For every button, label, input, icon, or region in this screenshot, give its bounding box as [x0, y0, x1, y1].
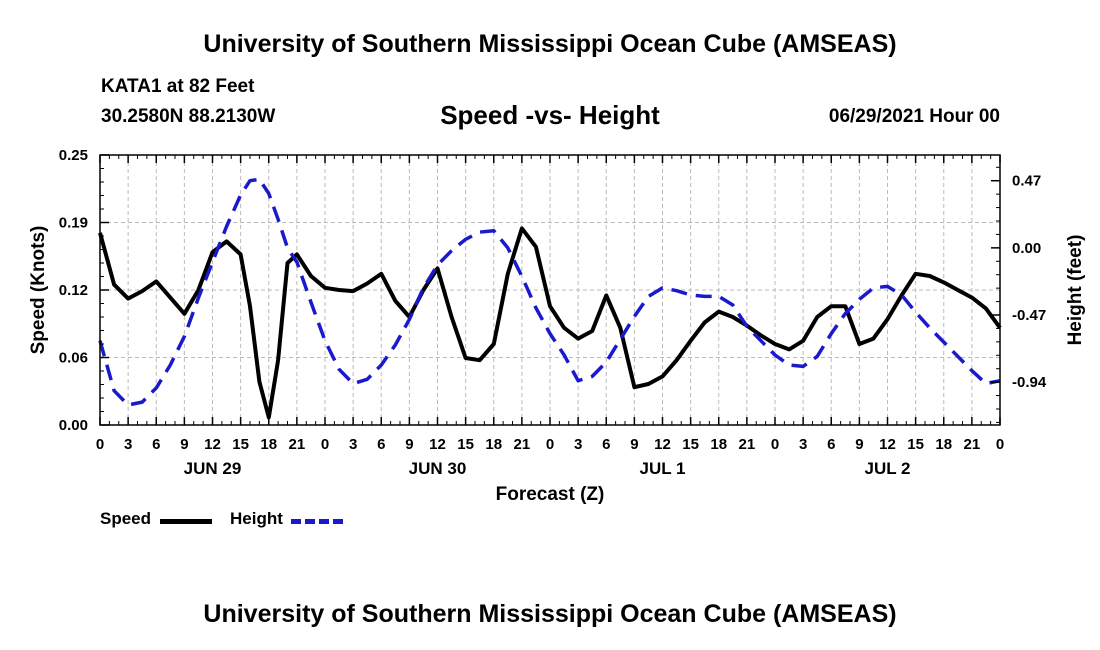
x-tick-label: 21: [514, 436, 531, 453]
x-tick-label: 12: [429, 436, 446, 453]
legend-height-label: Height: [230, 509, 283, 528]
left-tick-label: 0.00: [59, 417, 88, 434]
speed-series-line: [98, 226, 1002, 420]
x-tick-label: 9: [630, 436, 638, 453]
top-title: University of Southern Mississippi Ocean…: [203, 30, 897, 58]
right-tick-label: 0.47: [1012, 173, 1041, 190]
date-label: JUL 1: [640, 459, 686, 478]
bottom-title: University of Southern Mississippi Ocean…: [203, 600, 897, 628]
x-tick-label: 6: [827, 436, 835, 453]
left-axis-title: Speed (Knots): [28, 226, 49, 355]
left-tick-label: 0.12: [59, 282, 88, 299]
right-tick-label: -0.94: [1012, 374, 1047, 391]
x-tick-label: 3: [124, 436, 132, 453]
x-tick-label: 6: [152, 436, 160, 453]
x-tick-label: 12: [879, 436, 896, 453]
x-tick-label: 0: [96, 436, 104, 453]
x-tick-label: 18: [935, 436, 952, 453]
x-tick-label: 3: [799, 436, 807, 453]
station-coords: 30.2580N 88.2130W: [101, 106, 276, 127]
left-tick-label: 0.06: [59, 350, 88, 367]
x-tick-label: 18: [710, 436, 727, 453]
x-tick-label: 21: [964, 436, 981, 453]
x-tick-label: 15: [907, 436, 924, 453]
height-series-line: [98, 177, 1001, 407]
right-axis-title: Height (feet): [1065, 235, 1086, 346]
left-tick-label: 0.25: [59, 147, 88, 164]
legend-speed-label: Speed: [100, 509, 152, 528]
x-tick-label: 6: [602, 436, 610, 453]
date-label: JUL 2: [865, 459, 911, 478]
date-label: JUN 30: [409, 459, 467, 478]
x-tick-label: 9: [180, 436, 188, 453]
run-time: 06/29/2021 Hour 00: [828, 106, 1000, 127]
x-tick-label: 15: [232, 436, 249, 453]
left-tick-label: 0.19: [59, 215, 88, 232]
date-label: JUN 29: [184, 459, 242, 478]
legend-speed-swatch: [160, 519, 212, 524]
x-tick-label: 15: [457, 436, 474, 453]
station-name: KATA1 at 82 Feet: [101, 76, 255, 97]
x-tick-label: 21: [739, 436, 756, 453]
x-tick-label: 12: [204, 436, 221, 453]
right-tick-label: 0.00: [1012, 240, 1041, 257]
x-tick-label: 12: [654, 436, 671, 453]
x-tick-label: 21: [289, 436, 306, 453]
x-tick-label: 15: [682, 436, 699, 453]
x-tick-label: 9: [405, 436, 413, 453]
chart-subtitle: Speed -vs- Height: [440, 100, 660, 130]
x-axis-title: Forecast (Z): [496, 484, 605, 505]
x-tick-label: 3: [574, 436, 582, 453]
x-tick-label: 18: [485, 436, 502, 453]
x-tick-label: 0: [996, 436, 1004, 453]
x-tick-label: 0: [771, 436, 779, 453]
legend-height-swatch: [291, 519, 343, 524]
x-tick-label: 18: [260, 436, 277, 453]
x-tick-label: 6: [377, 436, 385, 453]
x-tick-label: 0: [546, 436, 554, 453]
x-tick-label: 0: [321, 436, 329, 453]
x-tick-label: 9: [855, 436, 863, 453]
right-tick-label: -0.47: [1012, 307, 1046, 324]
x-tick-label: 3: [349, 436, 357, 453]
